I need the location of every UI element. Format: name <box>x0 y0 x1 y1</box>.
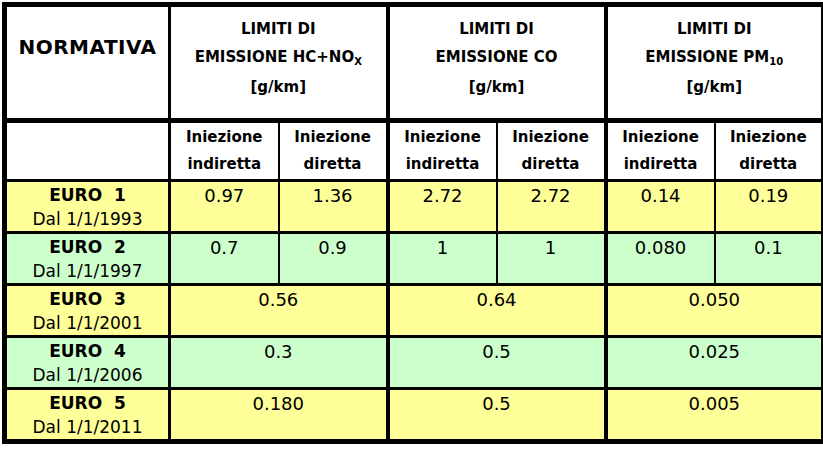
euro5-name: EURO 5 <box>7 391 168 415</box>
euro1-co-diretta: 2.72 <box>497 181 606 233</box>
subheader-pm10-diretta: Iniezionediretta <box>715 121 823 181</box>
euro3-co-value: 0.64 <box>388 285 606 337</box>
euro5-label-cell: EURO 5 Dal 1/1/2011 <box>5 389 170 442</box>
euro2-pm10-diretta: 0.1 <box>715 233 823 285</box>
group-hcnox-unit: [g/km] <box>171 73 386 101</box>
euro1-name: EURO 1 <box>7 183 168 207</box>
group-co-unit: [g/km] <box>390 73 604 101</box>
normativa-header-cell: NORMATIVA <box>5 5 170 121</box>
euro2-pm10-indiretta: 0.080 <box>606 233 715 285</box>
group-co-line2: EMISSIONE CO <box>390 43 604 73</box>
euro2-hcnox-diretta: 0.9 <box>279 233 388 285</box>
euro4-name: EURO 4 <box>7 339 168 363</box>
subheader-co-diretta: Iniezionediretta <box>497 121 606 181</box>
euro5-date: Dal 1/1/2011 <box>7 415 168 439</box>
group-header-pm10: LIMITI DI EMISSIONE PM10 [g/km] <box>606 5 823 121</box>
euro1-date: Dal 1/1/1993 <box>7 207 168 231</box>
pm10-subscript: 10 <box>769 56 783 67</box>
euro3-label-cell: EURO 3 Dal 1/1/2001 <box>5 285 170 337</box>
page: NORMATIVA LIMITI DI EMISSIONE HC+NOX [g/… <box>0 0 823 449</box>
euro2-co-diretta: 1 <box>497 233 606 285</box>
group-header-hcnox: LIMITI DI EMISSIONE HC+NOX [g/km] <box>170 5 388 121</box>
euro1-hcnox-indiretta: 0.97 <box>170 181 279 233</box>
euro2-hcnox-indiretta: 0.7 <box>170 233 279 285</box>
euro3-name: EURO 3 <box>7 287 168 311</box>
subheader-co-indiretta: Iniezioneindiretta <box>388 121 497 181</box>
group-pm10-line1: LIMITI DI <box>608 15 822 43</box>
euro5-hcnox-value: 0.180 <box>170 389 388 442</box>
euro5-pm10-value: 0.005 <box>606 389 823 442</box>
euro3-pm10-value: 0.050 <box>606 285 823 337</box>
hcnox-subscript: X <box>354 56 362 67</box>
euro2-date: Dal 1/1/1997 <box>7 259 168 283</box>
subheader-hcnox-diretta: Iniezionediretta <box>279 121 388 181</box>
subheader-hcnox-indiretta: Iniezioneindiretta <box>170 121 279 181</box>
table-row-euro3: EURO 3 Dal 1/1/2001 0.56 0.64 0.050 <box>5 285 823 337</box>
group-pm10-unit: [g/km] <box>608 73 822 101</box>
empty-corner-cell <box>5 121 170 181</box>
euro4-co-value: 0.5 <box>388 337 606 389</box>
euro2-name: EURO 2 <box>7 235 168 259</box>
group-header-co: LIMITI DI EMISSIONE CO [g/km] <box>388 5 606 121</box>
euro2-co-indiretta: 1 <box>388 233 497 285</box>
euro1-pm10-diretta: 0.19 <box>715 181 823 233</box>
euro4-hcnox-value: 0.3 <box>170 337 388 389</box>
subheader-pm10-indiretta: Iniezioneindiretta <box>606 121 715 181</box>
euro1-hcnox-diretta: 1.36 <box>279 181 388 233</box>
euro4-pm10-value: 0.025 <box>606 337 823 389</box>
normativa-label: NORMATIVA <box>18 35 156 59</box>
table-row-euro4: EURO 4 Dal 1/1/2006 0.3 0.5 0.025 <box>5 337 823 389</box>
euro1-label-cell: EURO 1 Dal 1/1/1993 <box>5 181 170 233</box>
euro5-co-value: 0.5 <box>388 389 606 442</box>
emission-limits-table: NORMATIVA LIMITI DI EMISSIONE HC+NOX [g/… <box>2 2 823 444</box>
euro3-hcnox-value: 0.56 <box>170 285 388 337</box>
table-row-euro5: EURO 5 Dal 1/1/2011 0.180 0.5 0.005 <box>5 389 823 442</box>
group-co-line1: LIMITI DI <box>390 15 604 43</box>
euro3-date: Dal 1/1/2001 <box>7 311 168 335</box>
group-hcnox-line1: LIMITI DI <box>171 15 386 43</box>
table-row-euro1: EURO 1 Dal 1/1/1993 0.97 1.36 2.72 2.72 … <box>5 181 823 233</box>
group-hcnox-line2: EMISSIONE HC+NOX <box>171 43 386 73</box>
euro4-date: Dal 1/1/2006 <box>7 363 168 387</box>
euro1-pm10-indiretta: 0.14 <box>606 181 715 233</box>
group-pm10-line2: EMISSIONE PM10 <box>608 43 822 73</box>
euro1-co-indiretta: 2.72 <box>388 181 497 233</box>
euro4-label-cell: EURO 4 Dal 1/1/2006 <box>5 337 170 389</box>
euro2-label-cell: EURO 2 Dal 1/1/1997 <box>5 233 170 285</box>
table-row-euro2: EURO 2 Dal 1/1/1997 0.7 0.9 1 1 0.080 0.… <box>5 233 823 285</box>
